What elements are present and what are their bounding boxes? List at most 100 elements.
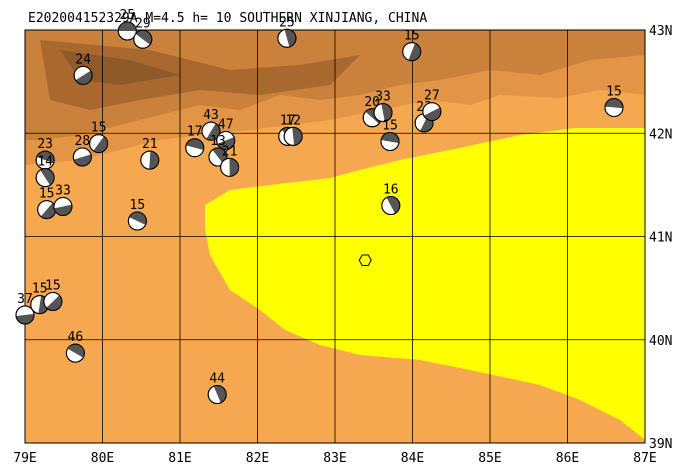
y-tick-label: 41N (649, 231, 672, 246)
x-tick-label: 82E (246, 451, 269, 466)
beachball-quadrant (93, 136, 108, 153)
beachball-quadrant (284, 29, 296, 47)
beachball-outline (127, 211, 147, 231)
depth-label: 20 (364, 95, 380, 110)
beachball-quadrant (229, 158, 239, 177)
focal-mechanism (15, 305, 35, 325)
beachball-quadrant (40, 168, 55, 186)
focal-mechanism (185, 138, 205, 158)
x-tick-label: 87E (633, 451, 656, 466)
beachball-quadrant (386, 196, 400, 214)
depth-label: 15 (39, 187, 55, 202)
focal-mechanism (140, 150, 160, 170)
depth-label: 33 (375, 90, 391, 105)
depth-label: 17 (187, 125, 203, 140)
depth-label: 15 (91, 121, 107, 136)
depth-label: 27 (424, 89, 440, 104)
beachball-quadrant (186, 138, 204, 151)
depth-label: 25 (279, 15, 295, 30)
x-tick-label: 79E (13, 451, 36, 466)
beachball-quadrant (36, 151, 55, 164)
y-tick-label: 42N (649, 127, 672, 142)
beachball-quadrant (423, 107, 441, 121)
beachball-quadrant (54, 204, 72, 216)
focal-mechanism (277, 28, 297, 48)
beachball-outline (208, 147, 228, 167)
beachball-quadrant (118, 22, 137, 32)
y-tick-label: 39N (649, 437, 672, 452)
focal-mechanism (422, 102, 442, 122)
beachball-outline (207, 384, 227, 404)
beachball-outline (89, 134, 109, 154)
focal-mechanism (402, 42, 422, 62)
beachball-quadrant (408, 43, 421, 61)
beachball-outline (604, 97, 624, 117)
depth-label: 15 (32, 282, 48, 297)
beachball-quadrant (67, 344, 85, 358)
beachball-quadrant (217, 137, 235, 150)
map-title: E202004152329A M=4.5 h= 10 SOUTHERN XINJ… (28, 11, 427, 26)
beachball-outline (35, 168, 55, 188)
depth-label: 44 (209, 371, 225, 386)
focal-mechanism (72, 147, 92, 167)
depth-label: 15 (45, 279, 61, 294)
depth-label: 46 (68, 330, 84, 345)
depth-label: 47 (218, 117, 234, 132)
beachball-outline (72, 147, 92, 167)
depth-label: 16 (383, 183, 399, 198)
epicenter (358, 254, 372, 266)
depth-label: 28 (75, 134, 91, 149)
depth-label: 33 (55, 184, 71, 199)
focal-mechanism (216, 130, 236, 150)
focal-mechanism (43, 292, 63, 312)
focal-mechanism (117, 21, 137, 41)
focal-mechanism (37, 200, 57, 220)
y-tick-label: 43N (649, 24, 672, 39)
depth-label: 13 (210, 134, 226, 149)
focal-mechanism (380, 132, 400, 152)
focal-mechanism (604, 97, 624, 117)
beachball-quadrant (149, 151, 159, 170)
beachball-outline (277, 28, 297, 48)
depth-label: 29 (135, 16, 151, 31)
beachball-outline (402, 42, 422, 62)
beachball-outline (373, 103, 393, 123)
beachball-quadrant (212, 147, 227, 165)
beachball-quadrant (605, 98, 623, 109)
beachball-quadrant (16, 313, 34, 324)
beachball-quadrant (206, 123, 220, 141)
beachball-outline (283, 126, 303, 146)
focal-mechanism (133, 29, 153, 49)
depth-label: 15 (382, 119, 398, 134)
depth-label: 15 (130, 198, 146, 213)
beachball-outline (201, 121, 221, 141)
beachball-quadrant (73, 154, 92, 166)
beachball-outline (185, 138, 205, 158)
focal-mechanism (35, 150, 55, 170)
beachball-quadrant (292, 127, 303, 146)
beachball-outline (117, 21, 137, 41)
beachball-outline (380, 132, 400, 152)
focal-mechanism (35, 168, 55, 188)
depth-label: 37 (17, 292, 33, 307)
beachball-outline (15, 305, 35, 325)
beachball-outline (381, 196, 401, 216)
focal-mechanism (283, 126, 303, 146)
focal-mechanism (127, 211, 147, 231)
x-tick-label: 83E (323, 451, 346, 466)
focal-mechanism (73, 65, 93, 85)
beachball-quadrant (381, 132, 400, 144)
focal-mechanism (53, 197, 73, 217)
focal-mechanism (89, 134, 109, 154)
beachball-quadrant (40, 202, 56, 219)
focal-mechanism (373, 103, 393, 123)
depth-label: 15 (404, 29, 420, 44)
depth-label: 43 (203, 108, 219, 123)
x-tick-label: 85E (478, 451, 501, 466)
focal-mechanism (220, 157, 240, 177)
beachball-outline (133, 29, 153, 49)
beachball-outline (140, 150, 160, 170)
beachball-outline (73, 65, 93, 85)
depth-label: 12 (285, 113, 301, 128)
